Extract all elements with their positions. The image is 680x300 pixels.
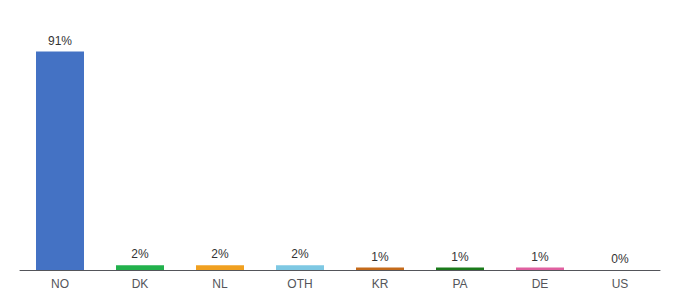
svg-text:NL: NL [212,277,228,291]
svg-text:2%: 2% [131,247,149,261]
svg-text:1%: 1% [371,250,389,264]
svg-text:2%: 2% [211,247,229,261]
svg-text:DK: DK [132,277,149,291]
svg-text:1%: 1% [531,250,549,264]
svg-text:PA: PA [452,277,467,291]
svg-text:2%: 2% [291,247,309,261]
svg-text:0%: 0% [611,252,629,266]
svg-text:1%: 1% [451,250,469,264]
svg-text:KR: KR [372,277,389,291]
svg-text:OTH: OTH [287,277,312,291]
svg-text:DE: DE [532,277,549,291]
svg-text:91%: 91% [48,34,72,48]
svg-text:US: US [612,277,629,291]
svg-text:NO: NO [51,277,69,291]
